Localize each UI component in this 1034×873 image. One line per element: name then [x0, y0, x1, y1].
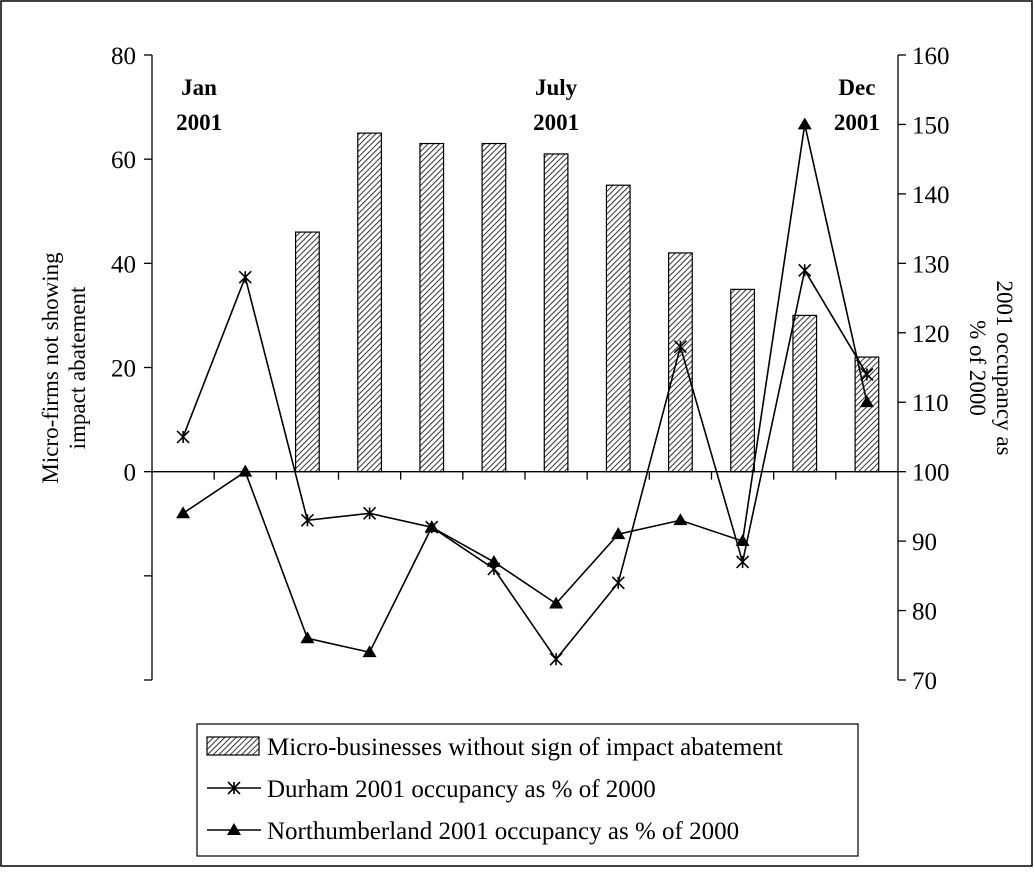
northumberland-point-dec [859, 395, 874, 408]
bar-oct [730, 288, 755, 473]
bar-jul [543, 153, 569, 473]
y-right-tick-label: 80 [912, 599, 937, 626]
legend-marker-triangle [227, 823, 241, 835]
bar-may [419, 142, 445, 473]
y-axis-right-title-line: 2001 occupancy as [992, 281, 1017, 456]
bar-jun [481, 142, 507, 473]
northumberland-point-feb [238, 464, 253, 477]
northumberland-point-mar [300, 631, 315, 644]
annotation-line: 2001 [834, 110, 880, 135]
y-right-tick-label: 100 [912, 460, 950, 487]
y-right-tick-label: 70 [912, 668, 937, 695]
y-left-tick-label: 80 [111, 43, 136, 70]
y-right-tick-label: 160 [912, 43, 950, 70]
durham-point-aug [611, 576, 625, 590]
line-northumberland [182, 124, 868, 654]
y-right-tick-label: 120 [912, 321, 950, 348]
bar-mar [295, 231, 320, 473]
y-right-tick-label: 110 [912, 390, 949, 417]
annotation-line: July [535, 75, 578, 100]
durham-point-nov [798, 263, 812, 277]
y-axis-left-title-line: Micro-firms not showing [38, 252, 63, 484]
line-durham [182, 268, 868, 661]
y-axis-left-title-line: impact abatement [65, 286, 90, 449]
legend-box [196, 723, 859, 857]
northumberland-point-jan [176, 506, 191, 519]
northumberland-point-oct [735, 534, 750, 547]
durham-point-feb [238, 270, 252, 284]
durham-point-mar [300, 513, 314, 527]
annotation-line: 2001 [533, 110, 579, 135]
legend: Micro-businesses without sign of impact … [196, 723, 859, 857]
axes-layer [144, 54, 906, 681]
line-layer [176, 117, 874, 666]
y-right-tick-label: 90 [912, 529, 937, 556]
y-left-tick-label: 60 [111, 147, 136, 174]
y-right-tick-label: 130 [912, 251, 950, 278]
bar-apr [357, 132, 382, 473]
durham-point-sep [673, 340, 687, 354]
y-axis-right-title-line: % of 2000 [965, 320, 990, 416]
northumberland-point-aug [611, 527, 626, 540]
northumberland-point-apr [362, 645, 377, 658]
y-axis-right-title: 2001 occupancy as% of 2000 [965, 281, 1017, 456]
legend-label-durham: Durham 2001 occupancy as % of 2000 [267, 776, 656, 803]
legend-swatch-bar [206, 736, 260, 756]
legend-label-bars: Micro-businesses without sign of impact … [267, 734, 783, 761]
y-axis-left-title: Micro-firms not showingimpact abatement [38, 252, 90, 484]
annotation-line: Dec [838, 75, 875, 100]
bar-sep [668, 252, 693, 473]
northumberland-point-jul [549, 596, 564, 609]
annotation-july: July 2001 [533, 75, 579, 135]
y-right-tick-label: 140 [912, 182, 950, 209]
northumberland-point-nov [797, 117, 812, 130]
y-right-tick-label: 150 [912, 112, 950, 139]
legend-label-northumberland: Northumberland 2001 occupancy as % of 20… [267, 818, 739, 845]
annotation-dec: Dec 2001 [834, 75, 880, 135]
legend-marker-asterisk [227, 781, 241, 795]
annotation-jan: Jan 2001 [176, 75, 222, 135]
durham-point-apr [363, 506, 377, 520]
durham-point-jul [549, 652, 563, 666]
y-left-tick-label: 40 [111, 251, 136, 278]
durham-point-dec [860, 367, 874, 382]
durham-point-jan [176, 430, 190, 444]
northumberland-point-may [424, 520, 439, 533]
bar-nov [792, 314, 818, 473]
durham-point-oct [736, 555, 750, 569]
northumberland-point-jun [486, 554, 501, 567]
bar-layer [295, 132, 880, 473]
y-left-tick-label: 0 [124, 460, 137, 487]
bar-aug [605, 184, 631, 473]
annotation-line: 2001 [176, 110, 222, 135]
annotation-line: Jan [181, 75, 217, 100]
northumberland-point-sep [673, 513, 688, 526]
y-left-tick-label: 20 [111, 356, 136, 383]
text-layer: 0 20 40 60 80 70 80 90 100 110 120 130 140 150 160 Micr… [38, 43, 1017, 695]
